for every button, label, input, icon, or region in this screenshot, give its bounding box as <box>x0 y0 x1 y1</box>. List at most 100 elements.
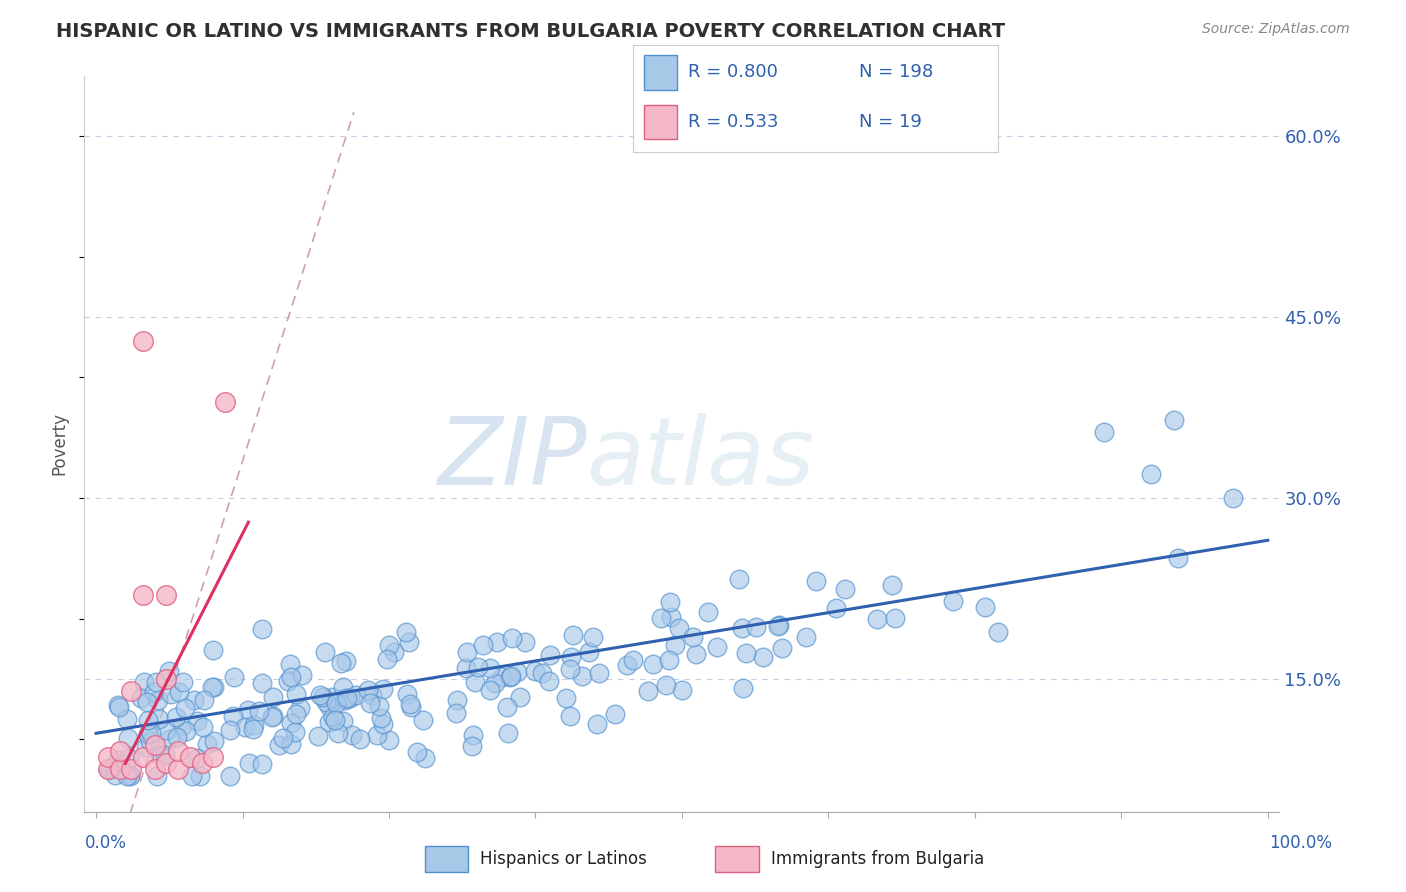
Point <box>153 747 176 762</box>
Text: 100.0%: 100.0% <box>1270 834 1331 852</box>
Point <box>394 625 416 640</box>
Point <box>136 713 159 727</box>
Point <box>167 744 190 758</box>
Text: HISPANIC OR LATINO VS IMMIGRANTS FROM BULGARIA POVERTY CORRELATION CHART: HISPANIC OR LATINO VS IMMIGRANTS FROM BU… <box>56 22 1005 41</box>
Point <box>141 726 163 740</box>
Text: ZIP: ZIP <box>437 413 586 504</box>
Point <box>1222 491 1244 505</box>
Point <box>148 712 170 726</box>
Point <box>366 728 388 742</box>
Point <box>560 649 582 664</box>
Point <box>655 678 678 692</box>
Point <box>247 704 270 718</box>
Point <box>323 713 346 727</box>
Point <box>399 697 422 711</box>
Point <box>155 672 177 686</box>
Point <box>108 744 131 758</box>
Point <box>697 605 720 619</box>
Point <box>120 763 142 777</box>
Point <box>120 768 142 782</box>
Point <box>250 675 273 690</box>
Point <box>202 642 225 657</box>
Point <box>866 612 889 626</box>
Point <box>884 611 907 625</box>
Point <box>478 660 501 674</box>
Point <box>145 674 167 689</box>
Point <box>986 624 1008 639</box>
Point <box>108 700 131 714</box>
Point <box>117 751 139 765</box>
Point <box>471 638 494 652</box>
Point <box>336 691 359 706</box>
Point <box>173 701 195 715</box>
Point <box>378 732 401 747</box>
Point <box>155 588 177 602</box>
Point <box>357 682 380 697</box>
Point <box>399 699 422 714</box>
Point <box>132 750 155 764</box>
Point <box>731 621 754 635</box>
Point <box>752 650 775 665</box>
Point <box>136 727 159 741</box>
Point <box>339 691 361 706</box>
Point <box>585 717 607 731</box>
Point <box>880 578 903 592</box>
Point <box>143 684 166 698</box>
Point <box>499 670 522 684</box>
Point <box>371 717 394 731</box>
Point <box>117 731 139 746</box>
Point <box>378 638 401 652</box>
Point <box>671 682 693 697</box>
Point <box>825 601 848 615</box>
Point <box>284 687 307 701</box>
Point <box>148 748 170 763</box>
Point <box>804 574 827 589</box>
Point <box>176 724 198 739</box>
Point <box>485 634 508 648</box>
FancyBboxPatch shape <box>716 846 759 872</box>
Point <box>605 707 627 722</box>
Point <box>496 699 519 714</box>
Point <box>97 750 120 764</box>
Point <box>446 706 468 721</box>
Point <box>186 751 208 765</box>
Point <box>335 654 357 668</box>
FancyBboxPatch shape <box>644 55 676 89</box>
Point <box>202 733 225 747</box>
Point <box>107 698 129 713</box>
Point <box>167 684 190 698</box>
Point <box>291 668 314 682</box>
Point <box>155 723 177 737</box>
Point <box>233 720 256 734</box>
Point <box>454 661 477 675</box>
Point <box>509 690 531 705</box>
Point <box>578 645 600 659</box>
Point <box>405 745 427 759</box>
Point <box>202 750 225 764</box>
Point <box>382 645 405 659</box>
Point <box>588 665 610 680</box>
Point <box>464 675 486 690</box>
Point <box>284 707 307 722</box>
Point <box>219 768 242 782</box>
Point <box>637 684 659 698</box>
Point <box>1139 467 1161 481</box>
Point <box>314 645 336 659</box>
Point <box>271 731 294 745</box>
Point <box>770 640 793 655</box>
Point <box>242 722 264 736</box>
Point <box>280 715 302 730</box>
Point <box>318 698 340 713</box>
Point <box>115 768 138 782</box>
Point <box>222 709 245 723</box>
Point <box>685 647 707 661</box>
Point <box>794 630 817 644</box>
Text: Source: ZipAtlas.com: Source: ZipAtlas.com <box>1202 22 1350 37</box>
Point <box>467 660 489 674</box>
Point <box>658 595 681 609</box>
Point <box>973 600 995 615</box>
Point <box>155 756 177 771</box>
Point <box>340 728 363 742</box>
Point <box>478 682 501 697</box>
Point <box>250 757 273 772</box>
